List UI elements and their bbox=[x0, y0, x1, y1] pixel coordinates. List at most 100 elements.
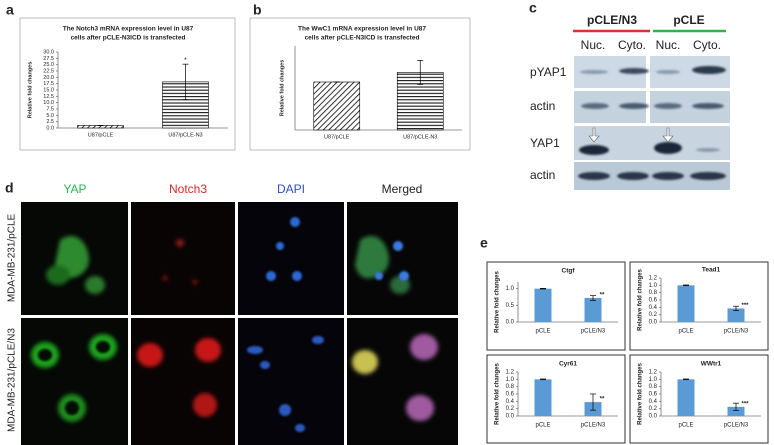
y-tick-label: 1.0 bbox=[649, 283, 658, 289]
y-tick-label: 0.4 bbox=[649, 305, 658, 311]
band bbox=[619, 103, 649, 109]
significance: ** bbox=[600, 293, 605, 299]
chart-title: WWtr1 bbox=[701, 361, 722, 368]
chart-title: Cyr61 bbox=[559, 361, 577, 368]
column-label: YAP bbox=[63, 182, 86, 196]
error-bar bbox=[590, 393, 596, 411]
nucleus bbox=[312, 336, 324, 344]
chart-title: Tead1 bbox=[702, 267, 721, 274]
nucleus bbox=[375, 272, 383, 280]
cell bbox=[406, 395, 434, 421]
bar bbox=[677, 379, 695, 416]
band bbox=[580, 70, 608, 74]
y-tick-label: 20.0 bbox=[43, 75, 54, 81]
nucleus bbox=[295, 424, 305, 432]
y-tick-label: 1.2 bbox=[649, 276, 658, 282]
x-tick-label: pCLE bbox=[535, 329, 550, 335]
bar bbox=[727, 308, 745, 322]
arrow bbox=[588, 127, 600, 143]
blot-strip bbox=[574, 126, 730, 160]
y-tick-label: 1.0 bbox=[506, 286, 515, 292]
cell bbox=[355, 236, 389, 279]
y-axis-label: Relative fold changes bbox=[279, 60, 285, 117]
band bbox=[692, 66, 726, 74]
chart-title: The WwC1 mRNA expression level in U87 bbox=[298, 26, 426, 33]
y-tick-label: 30.0 bbox=[43, 49, 54, 55]
bar bbox=[534, 379, 552, 416]
band bbox=[696, 148, 720, 152]
x-tick-label: U87/pCLE bbox=[88, 132, 114, 138]
bar bbox=[727, 406, 745, 416]
y-tick-label: 0.2 bbox=[649, 312, 658, 318]
y-tick-label: 0.5 bbox=[506, 303, 515, 309]
x-tick-label: pCLE/N3 bbox=[724, 423, 749, 429]
panel-letter: a bbox=[6, 2, 14, 18]
nucleus bbox=[276, 242, 284, 250]
bar bbox=[677, 285, 695, 322]
error-bar bbox=[733, 305, 739, 311]
y-tick-label: 0.8 bbox=[649, 384, 658, 390]
nucleus bbox=[260, 361, 270, 369]
chart-title: cells after pCLE-N3ICD is transfected bbox=[71, 35, 186, 42]
panel-letter: d bbox=[5, 180, 14, 196]
bar bbox=[584, 298, 602, 322]
micrograph: YAP Notch3 DAPI Merged MDA-MB-231/pCLE M… bbox=[7, 182, 458, 445]
y-tick-label: 1.2 bbox=[506, 370, 515, 376]
band bbox=[578, 172, 610, 180]
nucleus bbox=[290, 217, 300, 227]
x-tick-label: U87/pCLE-N3 bbox=[403, 134, 437, 140]
image bbox=[347, 318, 458, 445]
image bbox=[238, 202, 344, 315]
blot-group: pCLE/N3 bbox=[587, 13, 637, 27]
cell-core bbox=[65, 401, 79, 415]
x-tick-label: pCLE bbox=[678, 423, 693, 429]
panel-frame bbox=[629, 354, 769, 444]
error-bar bbox=[683, 284, 689, 287]
band bbox=[617, 172, 649, 180]
band bbox=[654, 103, 682, 109]
panel-letter: c bbox=[529, 0, 537, 16]
y-tick-label: 1.0 bbox=[649, 377, 658, 383]
lane-label: Cyto. bbox=[693, 38, 721, 52]
y-tick-label: 0.4 bbox=[649, 399, 658, 405]
cell bbox=[46, 265, 70, 285]
y-tick-label: 0.6 bbox=[649, 392, 658, 398]
panel-frame bbox=[486, 354, 626, 444]
chart: The Notch3 mRNA expression level in U87 c… bbox=[27, 26, 228, 138]
y-tick-label: 12.5 bbox=[43, 94, 54, 100]
error-bar bbox=[540, 378, 546, 381]
y-tick-label: 0.2 bbox=[649, 406, 658, 412]
y-tick-label: 27.5 bbox=[43, 56, 54, 62]
y-tick-label: 17.5 bbox=[43, 81, 54, 87]
row-label: YAP1 bbox=[530, 136, 560, 150]
lane-label: Nuc. bbox=[581, 38, 606, 52]
bar bbox=[77, 125, 124, 129]
column-label: Notch3 bbox=[169, 182, 207, 196]
nucleus bbox=[279, 404, 291, 416]
error-bar bbox=[540, 287, 546, 290]
y-tick-label: 22.5 bbox=[43, 68, 54, 74]
panel-letter: b bbox=[253, 2, 262, 18]
image bbox=[238, 318, 344, 445]
row-label: actin bbox=[530, 168, 555, 182]
band bbox=[579, 145, 609, 155]
panel-frame bbox=[629, 261, 769, 351]
chart: WWtr1 Relative fold changes 0.0 0.20.40.6 0.… bbox=[638, 361, 761, 429]
column-label: Merged bbox=[382, 182, 423, 196]
significance: * bbox=[184, 58, 187, 64]
cell-core bbox=[38, 349, 52, 361]
cell bbox=[410, 334, 438, 360]
y-axis-label: Relative fold changes bbox=[638, 268, 644, 330]
y-tick-label: 0.0 bbox=[649, 414, 658, 420]
cell-core bbox=[96, 341, 110, 353]
y-tick-label: 0.8 bbox=[649, 290, 658, 296]
y-tick-label: 0.4 bbox=[506, 399, 515, 405]
cell bbox=[193, 393, 217, 417]
column-label: DAPI bbox=[277, 182, 305, 196]
y-tick-label: 15.0 bbox=[43, 87, 54, 93]
x-tick-label: pCLE/N3 bbox=[581, 423, 606, 429]
x-tick-label: pCLE bbox=[535, 423, 550, 429]
nucleus bbox=[292, 271, 302, 281]
y-tick-label: 0.2 bbox=[506, 406, 515, 412]
x-tick-label: U87/pCLE-N3 bbox=[168, 132, 202, 138]
